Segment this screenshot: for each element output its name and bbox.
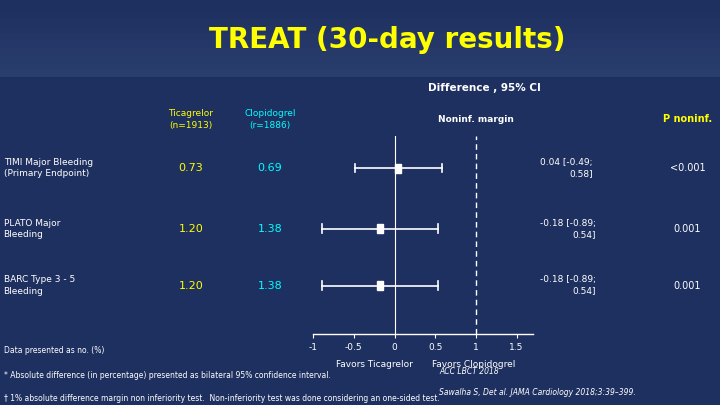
Text: TIMI Major Bleeding
(Primary Endpoint): TIMI Major Bleeding (Primary Endpoint) (4, 158, 93, 178)
Text: P noninf.: P noninf. (663, 115, 712, 124)
Text: † 1% absolute difference margin non inferiority test.  Non-inferiority test was : † 1% absolute difference margin non infe… (4, 394, 439, 403)
Text: <0.001: <0.001 (670, 163, 706, 173)
Text: Data presented as no. (%): Data presented as no. (%) (4, 346, 104, 355)
Bar (0, 55, 720, 63)
Text: PLATO Major
Bleeding: PLATO Major Bleeding (4, 219, 60, 239)
Bar (0, 33, 720, 40)
Bar (0, 40, 720, 48)
Text: -0.18 [-0.89;
0.54]: -0.18 [-0.89; 0.54] (540, 219, 596, 239)
Text: Difference , 95% CI: Difference , 95% CI (428, 83, 541, 93)
Text: 1.20: 1.20 (179, 281, 203, 290)
Text: 0.73: 0.73 (179, 163, 203, 173)
Text: -0.18 [-0.89;
0.54]: -0.18 [-0.89; 0.54] (540, 275, 596, 296)
Text: * Absolute difference (in percentage) presented as bilateral 95% confidence inte: * Absolute difference (in percentage) pr… (4, 371, 330, 379)
Text: ACC LBCT 2018: ACC LBCT 2018 (439, 367, 499, 375)
Text: 0.001: 0.001 (674, 281, 701, 290)
Text: Sawalha S, Det al. JAMA Cardiology 2018;3:39–399.: Sawalha S, Det al. JAMA Cardiology 2018;… (439, 388, 636, 396)
Text: Clopidogrel
(r=1886): Clopidogrel (r=1886) (244, 109, 296, 130)
Text: 1.38: 1.38 (258, 224, 282, 234)
Bar (0, 70, 720, 77)
Bar (0, 18, 720, 26)
Bar (0, 26, 720, 33)
Bar (0, 4, 720, 11)
Bar (377, 224, 383, 233)
Text: Noninf. margin: Noninf. margin (438, 115, 514, 124)
Text: Ticagrelor
(n=1913): Ticagrelor (n=1913) (168, 109, 213, 130)
Text: TREAT (30-day results): TREAT (30-day results) (209, 26, 565, 55)
Text: BARC Type 3 - 5
Bleeding: BARC Type 3 - 5 Bleeding (4, 275, 75, 296)
Bar (0, 48, 720, 55)
Bar (0, 11, 720, 18)
Bar (395, 164, 401, 173)
Text: 1.38: 1.38 (258, 281, 282, 290)
Text: 1.20: 1.20 (179, 224, 203, 234)
Text: Favors Clopidogrel: Favors Clopidogrel (432, 360, 516, 369)
Bar (377, 281, 383, 290)
Bar (0, 63, 720, 70)
Text: 0.04 [-0.49;
0.58]: 0.04 [-0.49; 0.58] (540, 158, 593, 178)
Text: 0.001: 0.001 (674, 224, 701, 234)
Text: 0.69: 0.69 (258, 163, 282, 173)
Text: Favors Ticagrelor: Favors Ticagrelor (336, 360, 413, 369)
